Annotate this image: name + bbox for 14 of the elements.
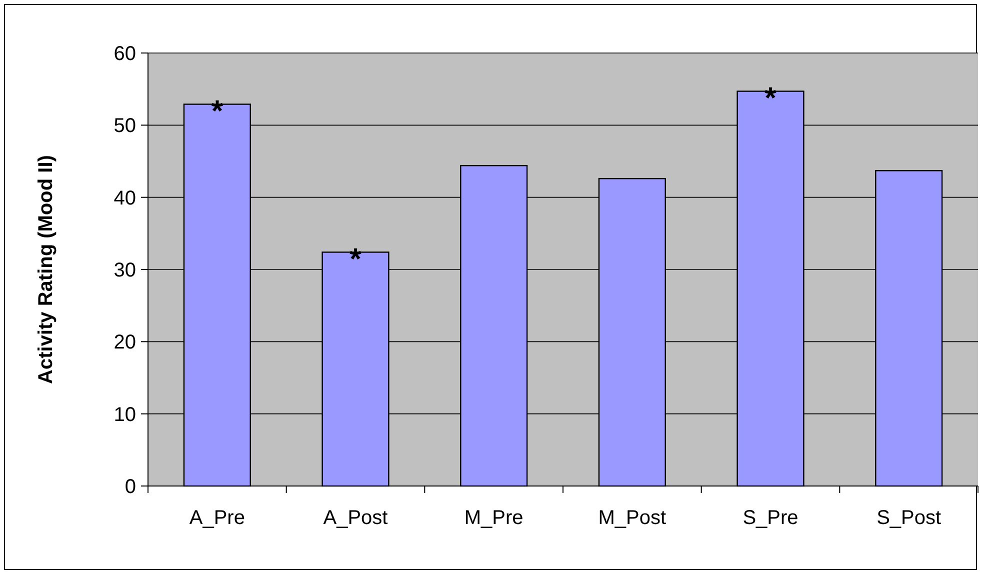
x-tick-label: M_Pre: [464, 507, 524, 529]
y-tick-label: 60: [114, 43, 136, 65]
x-tick-label: A_Pre: [189, 507, 245, 529]
y-tick-label: 0: [124, 476, 136, 498]
y-tick-label: 30: [114, 260, 136, 282]
y-tick-label: 20: [114, 332, 136, 354]
x-tick-label: S_Post: [876, 507, 942, 529]
y-axis-title: Activity Rating (Mood II): [35, 155, 57, 384]
y-tick-label: 40: [114, 187, 136, 210]
x-tick-label: M_Post: [598, 507, 667, 529]
y-tick-label: 10: [114, 404, 136, 426]
y-tick-label: 50: [114, 115, 136, 138]
x-tick-label: A_Post: [323, 507, 388, 529]
x-tick-label: S_Pre: [742, 507, 798, 529]
